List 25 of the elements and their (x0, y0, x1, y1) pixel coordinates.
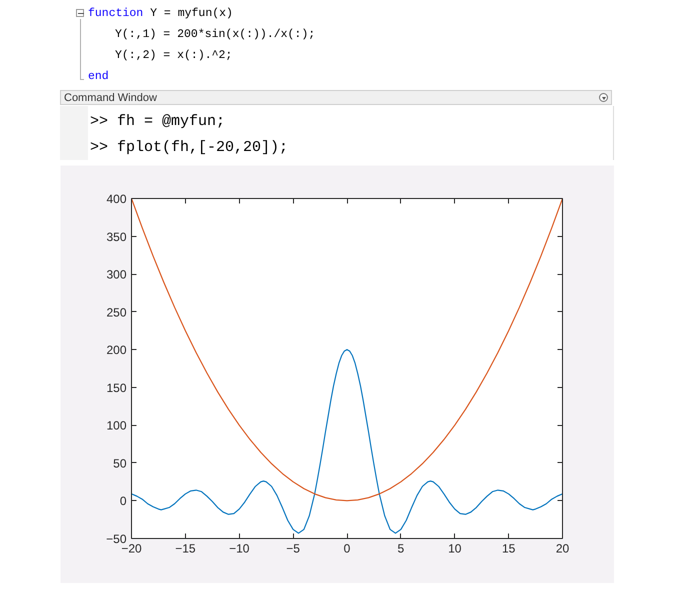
y-tick-label: 250 (106, 305, 127, 320)
x-tick-label: −15 (175, 542, 196, 556)
text: Y(:,2) = x(:).^2; (115, 48, 232, 64)
y-tick-label: 200 (106, 343, 127, 358)
text: >> fh = @myfun; (90, 112, 226, 132)
text: end (88, 70, 109, 83)
x-tick-label: 10 (448, 542, 462, 556)
x-tick-label: −10 (229, 542, 250, 556)
text: function Y = myfun(x) (88, 6, 233, 22)
y-tick-label: 0 (120, 494, 127, 508)
text: Y(:,1) = 200*sin(x(:))./x(:); (115, 27, 316, 43)
text: Command Window (64, 91, 157, 106)
y-tick-label: 100 (106, 418, 127, 433)
x-tick-label: 15 (502, 542, 516, 556)
y-tick-label: 150 (106, 380, 127, 395)
x-tick-label: −5 (286, 542, 300, 556)
x-tick-label: 0 (344, 542, 351, 556)
x-tick-label: 5 (398, 542, 405, 556)
y-tick-label: 350 (106, 230, 127, 244)
y-tick-label: 50 (113, 456, 127, 470)
y-tick-label: 400 (106, 192, 127, 206)
text: >> fplot(fh,[-20,20]); (90, 138, 288, 158)
x-tick-label: 20 (556, 542, 570, 556)
line-series (132, 349, 562, 534)
y-tick-label: 300 (106, 268, 127, 282)
